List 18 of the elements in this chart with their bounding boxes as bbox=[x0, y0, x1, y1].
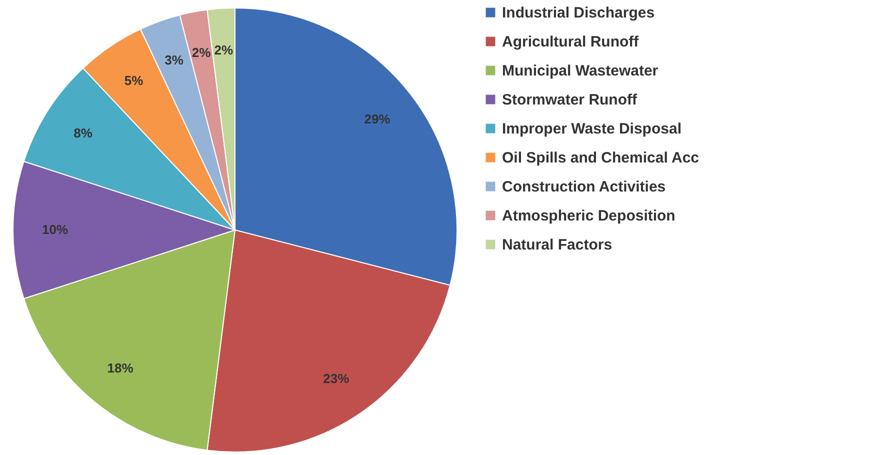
data-label: 3% bbox=[164, 52, 184, 68]
data-label: 8% bbox=[74, 126, 93, 141]
data-label: 23% bbox=[323, 370, 350, 386]
legend-label: Industrial Discharges bbox=[502, 4, 655, 22]
legend-label: Construction Activities bbox=[502, 178, 666, 196]
data-label: 10% bbox=[42, 222, 68, 237]
legend-label: Atmospheric Deposition bbox=[502, 208, 676, 224]
data-label: 29% bbox=[364, 112, 391, 127]
legend-label: Municipal Wastewater bbox=[502, 62, 658, 80]
data-label: 5% bbox=[124, 73, 144, 88]
legend-label: Natural Factors bbox=[502, 236, 612, 254]
data-label: 2% bbox=[192, 45, 212, 60]
data-label: 2% bbox=[214, 42, 234, 58]
legend-label: Agricultural Runoff bbox=[502, 34, 640, 50]
legend-label: Improper Waste Disposal bbox=[502, 120, 682, 138]
legend-label: Stormwater Runoff bbox=[502, 92, 638, 108]
legend-label: Oil Spills and Chemical Acc bbox=[502, 150, 700, 166]
data-label: 18% bbox=[107, 360, 134, 376]
